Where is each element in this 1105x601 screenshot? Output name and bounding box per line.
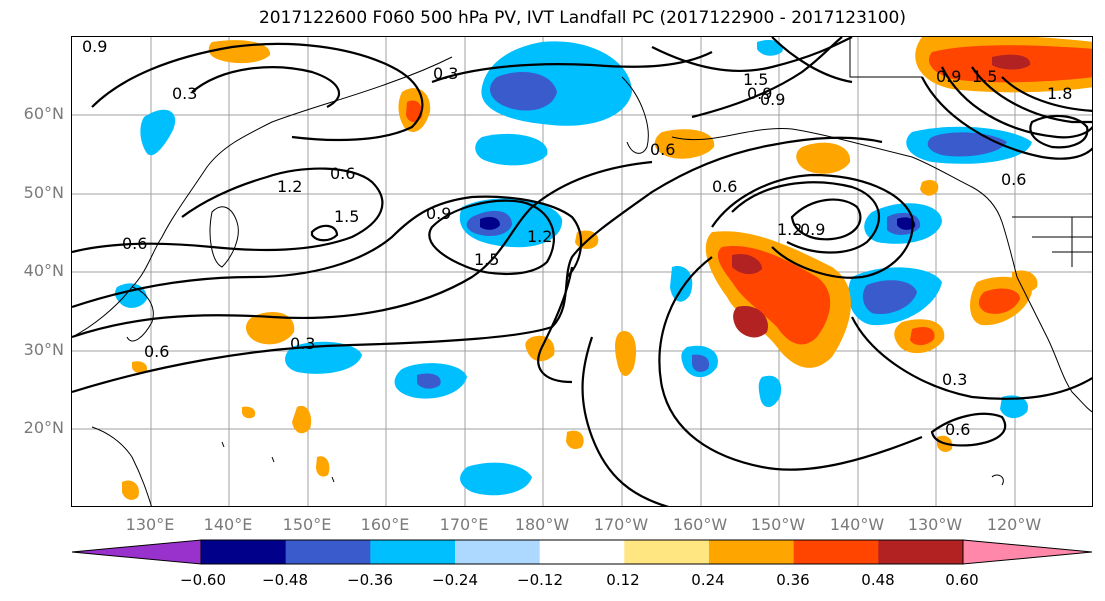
contour-label: 0.9 (760, 90, 785, 109)
contour-label: 0.6 (144, 342, 169, 361)
lon-label: 150°E (282, 515, 332, 534)
colorbar-segment (455, 540, 541, 564)
colorbar-segment (793, 540, 879, 564)
colorbar-tick: −0.12 (517, 571, 563, 589)
coastlines (72, 37, 1092, 506)
contour-label: 1.8 (1047, 84, 1072, 103)
colorbar (71, 539, 1093, 565)
contour-label: 0.6 (330, 164, 355, 183)
colorbar-tick: 0.60 (945, 571, 979, 589)
lon-label: 170°E (439, 515, 489, 534)
lon-label: 170°W (593, 515, 649, 534)
contour-label: 1.2 (277, 177, 302, 196)
colorbar-tick: −0.36 (347, 571, 393, 589)
colorbar-segment (370, 540, 456, 564)
contour-label: 1.2 (527, 227, 552, 246)
contour-label: 0.9 (800, 220, 825, 239)
contour-label: 1.5 (972, 67, 997, 86)
colorbar-segment (709, 540, 795, 564)
contour-label: 1.5 (743, 70, 768, 89)
lon-label: 120°W (986, 515, 1042, 534)
colorbar-tick: 0.36 (776, 571, 810, 589)
colorbar-segment (624, 540, 710, 564)
pv-contours (72, 37, 1092, 506)
colorbar-frame (200, 539, 964, 565)
lat-label: 20°N (23, 418, 64, 437)
colorbar-segment (539, 540, 625, 564)
colorbar-segment (962, 539, 1093, 565)
colorbar-tick: −0.60 (180, 571, 226, 589)
lon-label: 140°W (829, 515, 885, 534)
map-canvas: 0.3 0.3 0.6 0.9 1.2 1.5 0.9 1.5 1.2 0.6 … (72, 37, 1092, 506)
contour-labels: 0.3 0.3 0.6 0.9 1.2 1.5 0.9 1.5 1.2 0.6 … (82, 37, 1072, 439)
contour-label: 0.9 (747, 84, 772, 103)
contour-label: 1.2 (777, 220, 802, 239)
map-panel: 0.3 0.3 0.6 0.9 1.2 1.5 0.9 1.5 1.2 0.6 … (71, 36, 1093, 507)
colorbar-tick: −0.48 (262, 571, 308, 589)
contour-label: 0.3 (433, 64, 458, 83)
colorbar-tick: −0.24 (432, 571, 478, 589)
contour-label: 0.9 (936, 67, 961, 86)
colorbar-tick: 0.24 (691, 571, 725, 589)
contour-label: 0.6 (650, 140, 675, 159)
contour-label: 0.6 (712, 177, 737, 196)
colorbar-segment (71, 539, 202, 565)
lat-label: 50°N (23, 183, 64, 202)
lon-label: 160°W (672, 515, 728, 534)
contour-label: 0.6 (1001, 170, 1026, 189)
contour-label: 0.3 (942, 370, 967, 389)
contour-label: 0.3 (290, 334, 315, 353)
colorbar-tick: 0.48 (861, 571, 895, 589)
lon-label: 130°W (907, 515, 963, 534)
colorbar-segment (285, 540, 371, 564)
lat-label: 60°N (23, 104, 64, 123)
lon-label: 140°E (203, 515, 253, 534)
lat-label: 30°N (23, 340, 64, 359)
map-title: 2017122600 F060 500 hPa PV, IVT Landfall… (258, 8, 906, 28)
contour-label: 0.3 (172, 84, 197, 103)
lon-label: 130°E (125, 515, 175, 534)
pv-anomaly-fill (115, 37, 1092, 500)
colorbar-segment (878, 540, 964, 564)
colorbar-segment (201, 540, 287, 564)
lon-label: 160°E (360, 515, 410, 534)
contour-label: 0.6 (945, 420, 970, 439)
colorbar-tick: 0.12 (606, 571, 640, 589)
lon-label: 180°W (514, 515, 570, 534)
contour-label: 1.5 (334, 207, 359, 226)
lon-label: 150°W (750, 515, 806, 534)
contour-label: 0.9 (426, 204, 451, 223)
contour-label: 0.9 (82, 37, 107, 56)
contour-label: 1.5 (474, 250, 499, 269)
lat-label: 40°N (23, 261, 64, 280)
contour-label: 0.6 (122, 234, 147, 253)
